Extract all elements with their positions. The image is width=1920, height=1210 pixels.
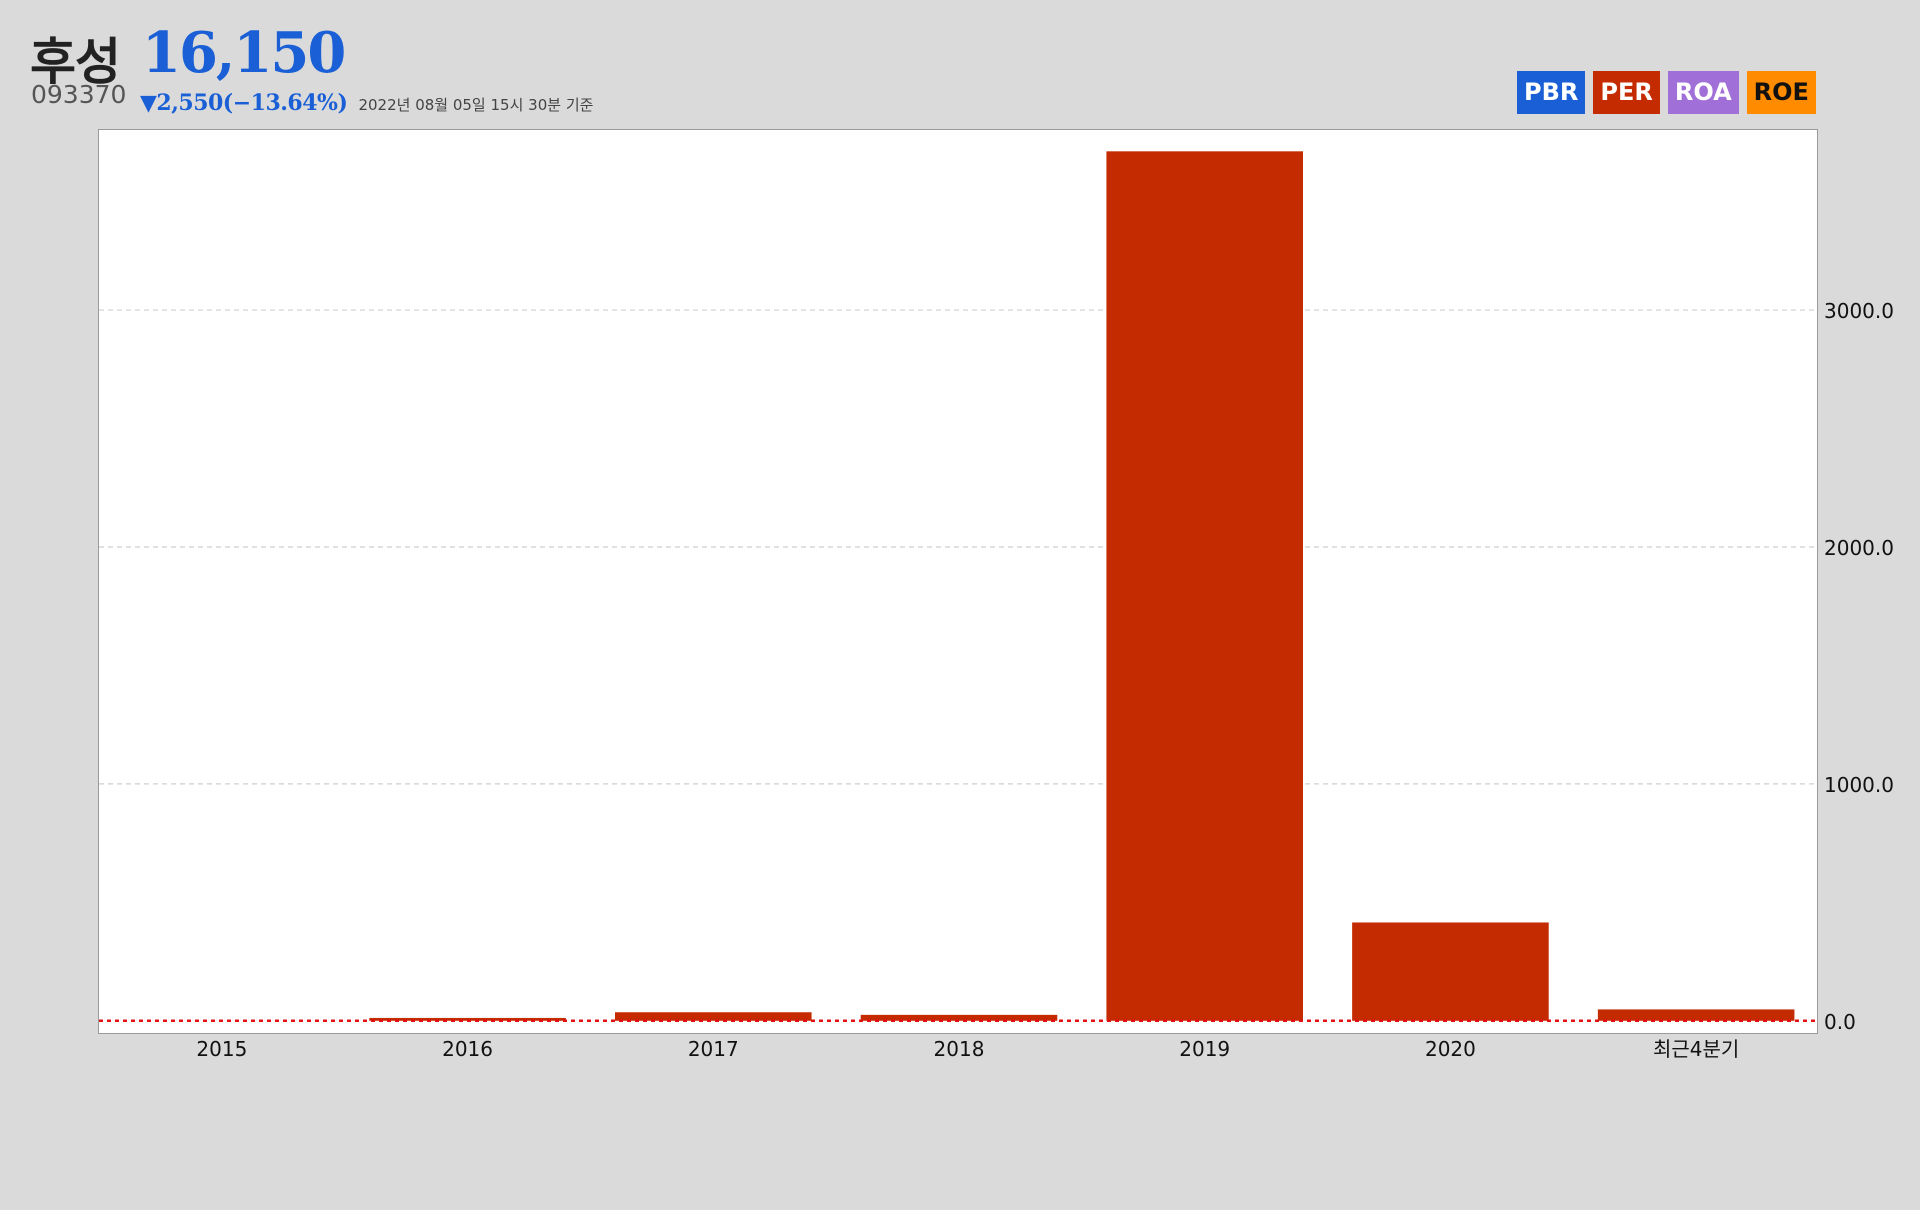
bar-2019	[1106, 151, 1303, 1021]
y-tick-label: 2000.0	[1824, 536, 1894, 560]
stock-name: 후성	[30, 33, 121, 91]
y-tick-label: 3000.0	[1824, 299, 1894, 323]
x-tick-label: 2016	[442, 1037, 493, 1061]
bar-2017	[615, 1012, 812, 1021]
x-tick-label: 2020	[1425, 1037, 1476, 1061]
y-tick-label: 1000.0	[1824, 773, 1894, 797]
stock-price: 16,150	[142, 20, 346, 86]
x-tick-label: 2018	[934, 1037, 985, 1061]
tab-roa[interactable]: ROA	[1667, 71, 1739, 114]
bar-2018	[860, 1014, 1058, 1021]
timestamp: 2022년 08월 05일 15시 30분 기준	[358, 96, 594, 114]
tab-pbr[interactable]: PBR	[1517, 71, 1586, 114]
chart-area: 0.0 1000.0 2000.0 3000.0 2015 2016 2017 2018 201…	[98, 129, 1894, 1061]
metric-tabs: PBR PER ROA ROE	[1517, 71, 1816, 114]
per-bar-chart: 0.0 1000.0 2000.0 3000.0 2015 2016 2017 2018 201…	[99, 151, 1894, 1061]
tab-per[interactable]: PER	[1593, 71, 1660, 114]
x-tick-label: 2017	[688, 1037, 739, 1061]
tab-roe[interactable]: ROE	[1746, 71, 1816, 114]
bar-2016	[369, 1017, 566, 1021]
price-change: ▼2,550(−13.64%)	[140, 90, 348, 116]
price-change-line: ▼2,550(−13.64%) 2022년 08월 05일 15시 30분 기준	[140, 90, 593, 116]
header: 후성 093370 16,150 ▼2,550(−13.64%) 2022년 0…	[0, 0, 1920, 128]
y-tick-label: 0.0	[1824, 1010, 1856, 1034]
bar-최근4분기	[1597, 1009, 1795, 1021]
x-tick-label: 2019	[1179, 1037, 1230, 1061]
x-tick-label: 최근4분기	[1653, 1037, 1739, 1061]
bar-2020	[1352, 922, 1549, 1021]
x-tick-label: 2015	[196, 1037, 247, 1061]
stock-code: 093370	[31, 80, 127, 109]
